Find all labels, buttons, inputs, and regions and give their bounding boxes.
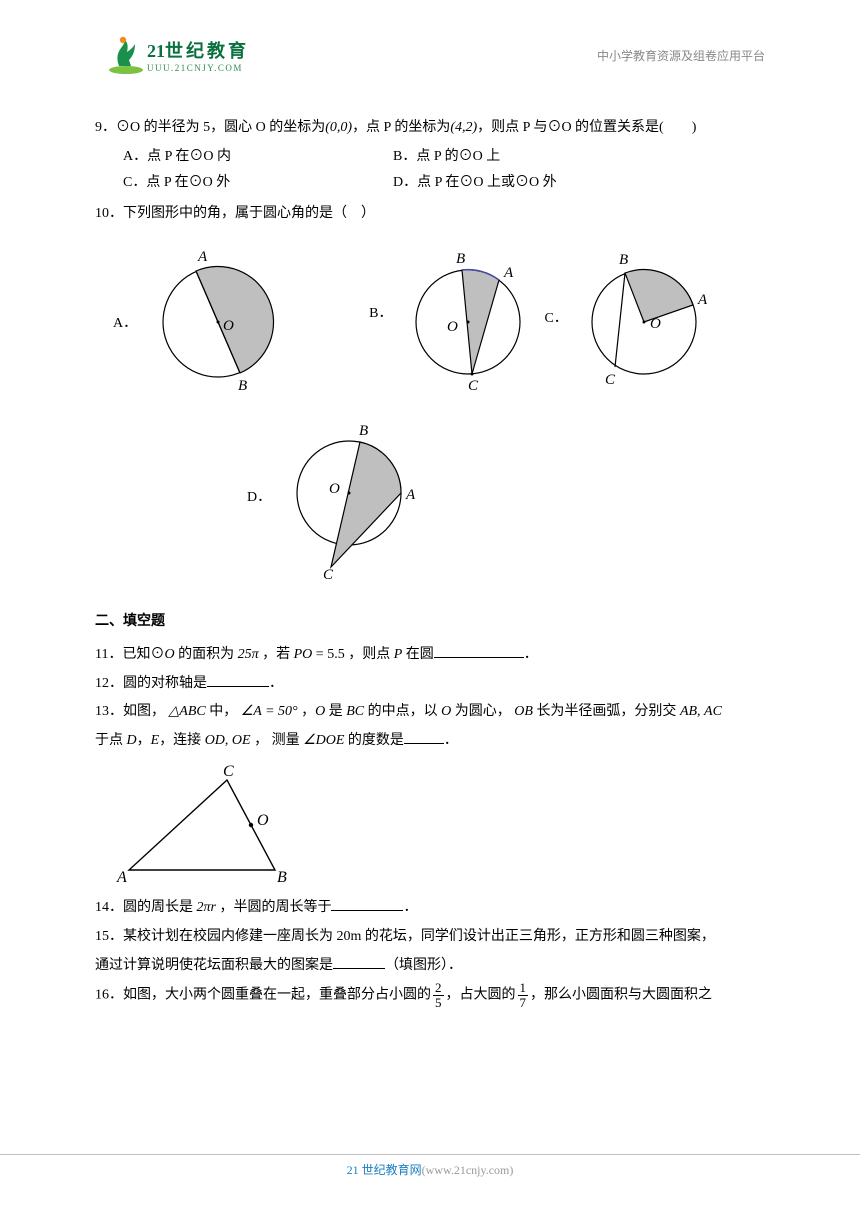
footer-url: (www.21cnjy.com) <box>422 1163 514 1177</box>
q9-optD: D．点 P 在⊙O 上或⊙O 外 <box>393 170 663 197</box>
svg-text:B: B <box>238 378 247 394</box>
page-content: 9．⊙O 的半径为 5，圆心 O 的坐标为(0,0)，点 P 的坐标为(4,2)… <box>95 115 765 1011</box>
q9-stem: 9．⊙O 的半径为 5，圆心 O 的坐标为(0,0)，点 P 的坐标为(4,2)… <box>95 115 765 142</box>
q14: 14．圆的周长是 2πr ，半圆的周长等于． <box>95 895 765 922</box>
q10-diagram-C: B A O C <box>574 242 714 402</box>
svg-text:C: C <box>468 378 479 394</box>
svg-text:A: A <box>697 292 708 308</box>
svg-text:O: O <box>650 316 661 332</box>
logo-icon <box>105 34 147 76</box>
svg-text:C: C <box>323 567 334 581</box>
q10-label-C: C． <box>544 306 567 333</box>
q10-diagram-D: B A O C <box>277 421 427 581</box>
svg-text:A: A <box>503 265 514 281</box>
header-tagline: 中小学教育资源及组卷应用平台 <box>597 47 765 64</box>
q13-triangle: A B C O <box>115 762 305 887</box>
q10-diagrams-row2: D． B A O C <box>95 421 765 581</box>
footer-brand: 21 世纪教育网 <box>347 1163 422 1177</box>
q13-line1: 13．如图， △ABC 中， ∠A = 50° ，O 是 BC 的中点，以 O … <box>95 699 765 726</box>
logo-sub-text: UUU.21CNJY.COM <box>147 63 249 73</box>
svg-text:A: A <box>116 869 127 886</box>
q11: 11．已知⊙O 的面积为 25π ，若 PO = 5.5 ，则点 P 在圆． <box>95 642 765 669</box>
q10-diagram-A: A B O <box>143 237 293 407</box>
page-header: 21世纪教育 UUU.21CNJY.COM 中小学教育资源及组卷应用平台 <box>0 30 860 80</box>
q16: 16．如图，大小两个圆重叠在一起，重叠部分占小圆的25，占大圆的17，那么小圆面… <box>95 981 765 1009</box>
svg-text:B: B <box>456 251 465 267</box>
q12: 12．圆的对称轴是． <box>95 671 765 698</box>
section2-title: 二、填空题 <box>95 609 765 636</box>
logo-main-text: 21世纪教育 <box>147 37 249 63</box>
svg-text:O: O <box>223 318 234 334</box>
page-footer: 21 世纪教育网(www.21cnjy.com) <box>0 1154 860 1178</box>
logo: 21世纪教育 UUU.21CNJY.COM <box>105 34 249 76</box>
svg-text:O: O <box>447 319 458 335</box>
svg-text:B: B <box>277 869 287 886</box>
q9-optB: B．点 P 的⊙O 上 <box>393 144 663 171</box>
q9-options-row1: A．点 P 在⊙O 内 B．点 P 的⊙O 上 <box>95 144 765 171</box>
svg-text:O: O <box>329 481 340 497</box>
q15-line2: 通过计算说明使花坛面积最大的图案是（填图形）． <box>95 953 765 980</box>
q13-line2: 于点 D，E，连接 OD, OE ， 测量 ∠DOE 的度数是． <box>95 728 765 755</box>
q10-diagram-B: B A O C <box>398 247 538 397</box>
q10-label-B: B． <box>369 301 392 328</box>
svg-text:A: A <box>197 249 208 265</box>
q10-label-A: A． <box>113 311 137 338</box>
svg-text:B: B <box>359 423 368 439</box>
q9-optA: A．点 P 在⊙O 内 <box>123 144 393 171</box>
q10-stem: 10．下列图形中的角，属于圆心角的是（ ） <box>95 201 765 228</box>
svg-text:C: C <box>223 763 234 780</box>
svg-text:B: B <box>619 252 628 268</box>
q9-options-row2: C．点 P 在⊙O 外 D．点 P 在⊙O 上或⊙O 外 <box>95 170 765 197</box>
svg-text:A: A <box>405 487 416 503</box>
q10-label-D: D． <box>247 485 271 512</box>
svg-text:O: O <box>257 812 269 829</box>
svg-text:C: C <box>605 372 616 388</box>
q10-diagrams-row1: A． A B O B． B A O C <box>95 237 765 407</box>
q9-optC: C．点 P 在⊙O 外 <box>123 170 393 197</box>
q15-line1: 15．某校计划在校园内修建一座周长为 20m 的花坛，同学们设计出正三角形，正方… <box>95 924 765 951</box>
